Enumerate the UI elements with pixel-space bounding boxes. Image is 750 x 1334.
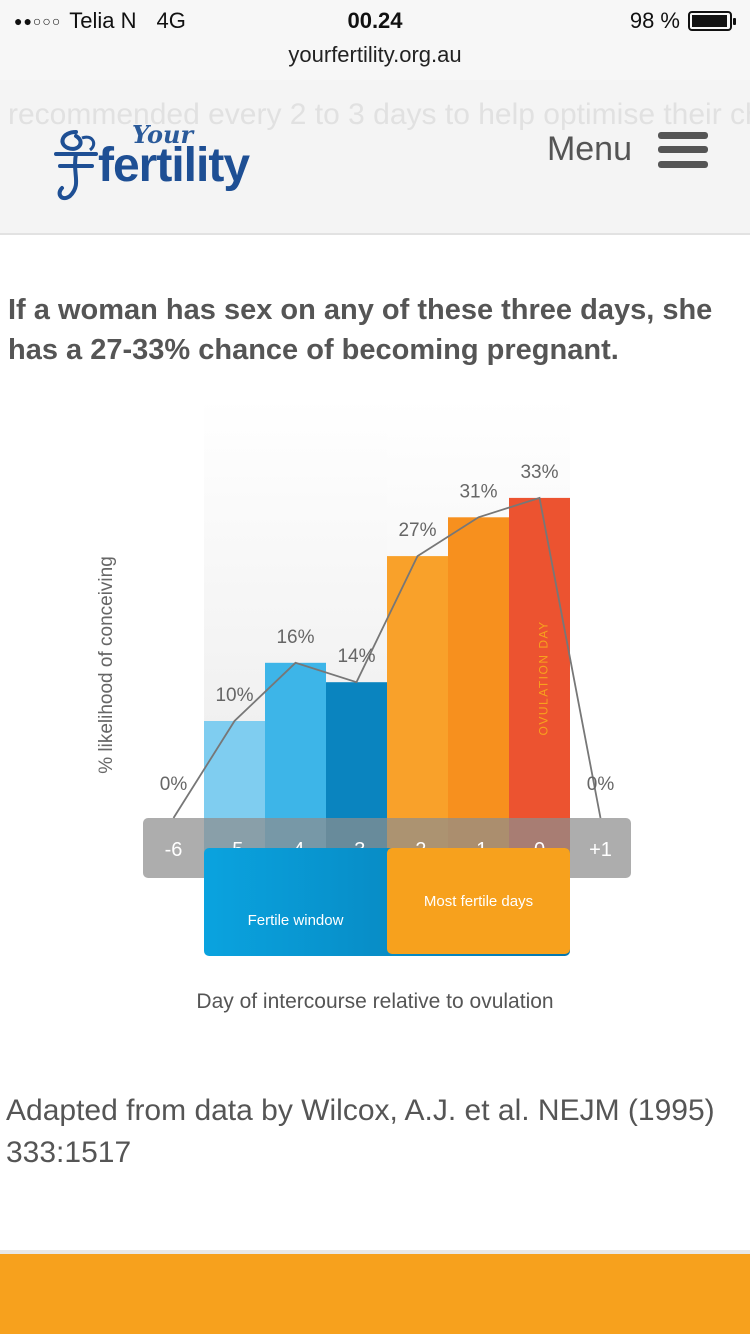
- data-label-3: 14%: [337, 646, 375, 667]
- data-label-4: 27%: [398, 520, 436, 541]
- scrolled-text: recommended every 2 to 3 days to help op…: [8, 98, 750, 131]
- data-label-5: 31%: [459, 481, 497, 502]
- logo-your: Your: [132, 120, 194, 149]
- clock: 00.24: [347, 8, 403, 33]
- most-fertile-band: [387, 848, 570, 954]
- menu-label: Menu: [546, 130, 632, 168]
- source-line-1: Adapted from data by Wilcox, A.J. et al.…: [6, 1094, 715, 1127]
- data-label-7: 0%: [587, 774, 615, 795]
- signal-icon: ●●○○○: [14, 13, 62, 29]
- tick-label-7: +1: [589, 839, 612, 861]
- footer-bar: [0, 1250, 750, 1334]
- data-label-2: 16%: [276, 627, 314, 648]
- site-header: recommended every 2 to 3 days to help op…: [0, 80, 750, 235]
- site-logo[interactable]: Your fertility: [52, 120, 282, 210]
- data-label-0: 0%: [160, 774, 188, 795]
- menu-button[interactable]: Menu: [547, 130, 708, 169]
- most-fertile-label: Most fertile days: [424, 893, 533, 910]
- network-type: 4G: [156, 8, 186, 33]
- source-line-2: 333:1517: [6, 1136, 132, 1169]
- battery-icon: [688, 11, 736, 31]
- bar-day-6: [509, 497, 570, 880]
- trend-line: [172, 496, 602, 819]
- fertile-window-label: Fertile window: [248, 912, 344, 929]
- logo-fertility: fertility: [98, 139, 250, 192]
- carrier-info: ●●○○○ Telia N 4G: [14, 8, 186, 34]
- data-label-6: 33%: [520, 462, 558, 483]
- ovulation-day-label: OVULATION DAY: [537, 620, 551, 735]
- battery-info: 98 %: [629, 8, 736, 34]
- carrier-name: Telia N: [69, 8, 137, 33]
- y-axis-label: % likelihood of conceiving: [96, 556, 117, 774]
- chart-svg: OVULATION DAY 0% 10% 16% 14% 27% 31% 33% 0% % li…: [96, 398, 631, 956]
- fertility-chart: OVULATION DAY 0% 10% 16% 14% 27% 31% 33% 0% % li…: [0, 390, 750, 1030]
- logo-mark-icon: [54, 130, 98, 201]
- source-citation: Adapted from data by Wilcox, A.J. et al.…: [6, 1090, 750, 1174]
- tick-label-0: -6: [165, 839, 183, 861]
- x-axis-label: Day of intercourse relative to ovulation: [196, 990, 554, 1013]
- battery-percent: 98 %: [629, 8, 680, 33]
- status-bar: ●●○○○ Telia N 4G 00.24 98 % yourfertilit…: [0, 0, 750, 80]
- page-heading: If a woman has sex on any of these three…: [8, 294, 713, 366]
- address-bar[interactable]: yourfertility.org.au: [288, 42, 462, 67]
- data-label-1: 10%: [215, 685, 253, 706]
- hamburger-icon: [658, 131, 708, 168]
